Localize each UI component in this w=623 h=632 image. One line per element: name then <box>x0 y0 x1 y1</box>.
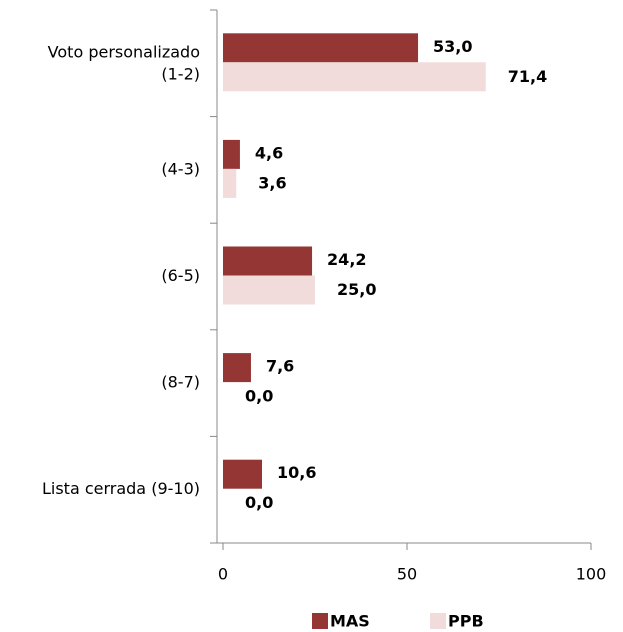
value-label: 4,6 <box>255 143 283 162</box>
bar <box>223 353 251 383</box>
value-label: 24,2 <box>327 250 366 269</box>
legend-label: PPB <box>448 612 484 631</box>
x-tick-label: 50 <box>397 565 417 584</box>
value-label: 25,0 <box>337 280 376 299</box>
value-label: 0,0 <box>245 387 273 406</box>
value-label: 7,6 <box>266 357 294 376</box>
category-label: (6-5) <box>161 266 200 285</box>
legend-swatch <box>312 613 328 629</box>
bar <box>223 62 486 92</box>
bar <box>223 275 315 305</box>
legend-swatch <box>430 613 446 629</box>
category-label: (8-7) <box>161 373 200 392</box>
bar <box>223 168 237 198</box>
value-label: 10,6 <box>277 463 316 482</box>
x-tick-label: 100 <box>576 565 607 584</box>
category-label: Lista cerrada (9-10) <box>42 479 200 498</box>
value-label: 3,6 <box>258 173 286 192</box>
value-label: 53,0 <box>433 37 472 56</box>
value-label: 0,0 <box>245 493 273 512</box>
value-label: 71,4 <box>508 67 547 86</box>
category-label: Voto personalizado (1-2) <box>48 42 200 83</box>
bar <box>223 246 313 276</box>
bar <box>223 459 263 489</box>
bar <box>223 139 240 169</box>
legend-label: MAS <box>330 612 370 631</box>
bar <box>223 33 419 63</box>
x-tick-label: 0 <box>218 565 228 584</box>
category-label: (4-3) <box>161 159 200 178</box>
